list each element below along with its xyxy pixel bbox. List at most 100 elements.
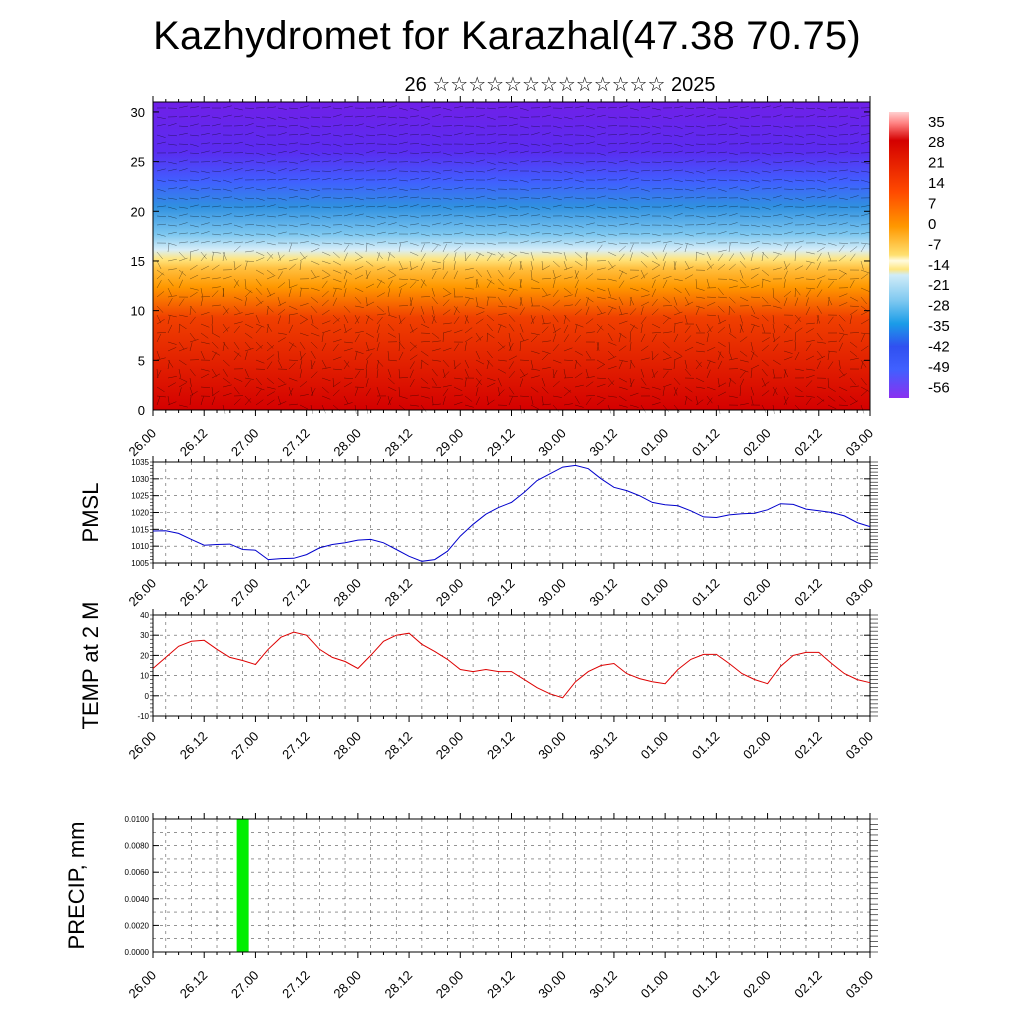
x-tick-label: 27.12 [279, 576, 313, 610]
x-tick-label: 30.12 [586, 426, 620, 460]
x-tick-label: 02.12 [791, 729, 825, 763]
wind-barbs [156, 105, 871, 414]
x-tick-label: 27.00 [228, 426, 262, 460]
x-tick-label: 28.12 [382, 968, 416, 1002]
y-tick-label: 0.0060 [125, 868, 150, 877]
x-tick-label: 26.12 [177, 576, 211, 610]
x-tick-label: 02.00 [740, 426, 774, 460]
x-tick-label: 29.00 [433, 576, 467, 610]
x-tick-label: 01.12 [689, 426, 723, 460]
x-tick-label: 03.00 [843, 729, 877, 763]
x-tick-label: 02.00 [740, 968, 774, 1002]
colorbar: 35 28 21 14 7 0 -7 -14 -21 -28 -35 -42 -49 -56 [889, 112, 950, 398]
x-tick-label: 30.12 [586, 968, 620, 1002]
x-tick-label: 26.00 [126, 968, 160, 1002]
colorbar-label: 21 [928, 155, 945, 172]
grid-lines [153, 819, 870, 952]
y-tick-label: 20 [131, 204, 145, 219]
x-tick-label: 29.12 [484, 576, 518, 610]
y-axis-label: TEMP at 2 M [78, 602, 103, 730]
x-tick-label: 01.12 [689, 729, 723, 763]
grid-lines [153, 462, 870, 563]
x-tick-label: 02.12 [791, 426, 825, 460]
colorbar-label: -35 [928, 318, 950, 335]
y-tick-label: -10 [137, 712, 149, 721]
x-tick-label: 27.12 [279, 968, 313, 1002]
grid-lines [153, 615, 870, 716]
x-tick-label: 03.00 [843, 968, 877, 1002]
y-tick-label: 1005 [131, 559, 149, 568]
colorbar-label: 7 [928, 195, 936, 212]
y-tick-label: 0.0020 [125, 921, 150, 930]
y-tick-label: 1025 [131, 492, 149, 501]
y-tick-label: 10 [131, 304, 145, 319]
x-tick-label: 29.12 [484, 729, 518, 763]
colorbar-label: -21 [928, 277, 950, 294]
colorbar-label: -28 [928, 298, 950, 315]
y-tick-label: 40 [140, 611, 149, 620]
y-tick-label: 5 [138, 353, 145, 368]
x-tick-label: 26.00 [126, 729, 160, 763]
y-tick-label: 0.0040 [125, 895, 150, 904]
x-tick-label: 29.00 [433, 968, 467, 1002]
panel-frame [152, 614, 871, 717]
x-tick-label: 02.12 [791, 576, 825, 610]
colorbar-label: -42 [928, 338, 950, 355]
x-tick-label: 27.00 [228, 729, 262, 763]
y-tick-label: 1020 [131, 509, 149, 518]
colorbar-label: -49 [928, 359, 950, 376]
x-tick-label: 26.12 [177, 968, 211, 1002]
x-tick-label: 02.12 [791, 968, 825, 1002]
y-tick-label: 1010 [131, 542, 149, 551]
x-tick-label: 28.00 [330, 576, 364, 610]
y-tick-label: 10 [140, 672, 149, 681]
colorbar-label: 28 [928, 134, 945, 151]
x-tick-label: 26.00 [126, 426, 160, 460]
heatmap-field [153, 102, 870, 410]
y-tick-label: 0 [138, 403, 145, 418]
y-tick-label: 15 [131, 254, 145, 269]
x-tick-label: 03.00 [843, 576, 877, 610]
x-tick-label: 28.12 [382, 729, 416, 763]
y-tick-label: 25 [131, 155, 145, 170]
colorbar-label: -14 [928, 257, 950, 274]
x-tick-label: 27.00 [228, 576, 262, 610]
x-tick-label: 01.00 [638, 426, 672, 460]
temp-panel: -10 0 10 20 30 40 TEMP at 2 M [78, 602, 878, 730]
colorbar-fill [889, 112, 909, 398]
x-tick-label: 02.00 [740, 729, 774, 763]
series-line [152, 631, 871, 699]
y-tick-label: 20 [140, 651, 149, 660]
x-tick-label: 01.00 [638, 968, 672, 1002]
x-tick-label: 26.12 [177, 729, 211, 763]
x-tick-label: 30.00 [535, 426, 569, 460]
x-tick-label: 01.00 [638, 576, 672, 610]
y-tick-label: 0.0100 [125, 815, 150, 824]
x-tick-label: 28.12 [382, 426, 416, 460]
colorbar-label: 14 [928, 175, 945, 192]
x-tick-label: 29.00 [433, 426, 467, 460]
page-subtitle: 26 ☆☆☆☆☆☆☆☆☆☆☆☆☆ 2025 [404, 74, 716, 96]
pmsl-panel: 1005 1010 1015 1020 1025 1030 1035 PMSL [78, 456, 878, 569]
x-tick-label: 29.00 [433, 729, 467, 763]
x-tick-label: 03.00 [843, 426, 877, 460]
x-tick-label: 28.00 [330, 426, 364, 460]
y-tick-label: 0.0080 [125, 842, 150, 851]
page-title: Kazhydromet for Karazhal(47.38 70.75) [153, 14, 861, 58]
y-tick-label: 1015 [131, 525, 149, 534]
x-tick-label: 30.00 [535, 729, 569, 763]
x-tick-label: 28.00 [330, 729, 364, 763]
x-tick-label: 01.12 [689, 576, 723, 610]
x-tick-label: 29.12 [484, 968, 518, 1002]
y-tick-label: 0.0000 [125, 948, 150, 957]
x-tick-label: 26.00 [126, 576, 160, 610]
y-tick-label: 1030 [131, 475, 149, 484]
x-tick-label: 28.12 [382, 576, 416, 610]
x-tick-label: 30.12 [586, 576, 620, 610]
y-tick-label: 1035 [131, 458, 149, 467]
series-line [152, 464, 871, 562]
x-tick-label: 26.12 [177, 426, 211, 460]
x-tick-label: 30.00 [535, 576, 569, 610]
y-axis-label: PRECIP, mm [64, 822, 89, 950]
